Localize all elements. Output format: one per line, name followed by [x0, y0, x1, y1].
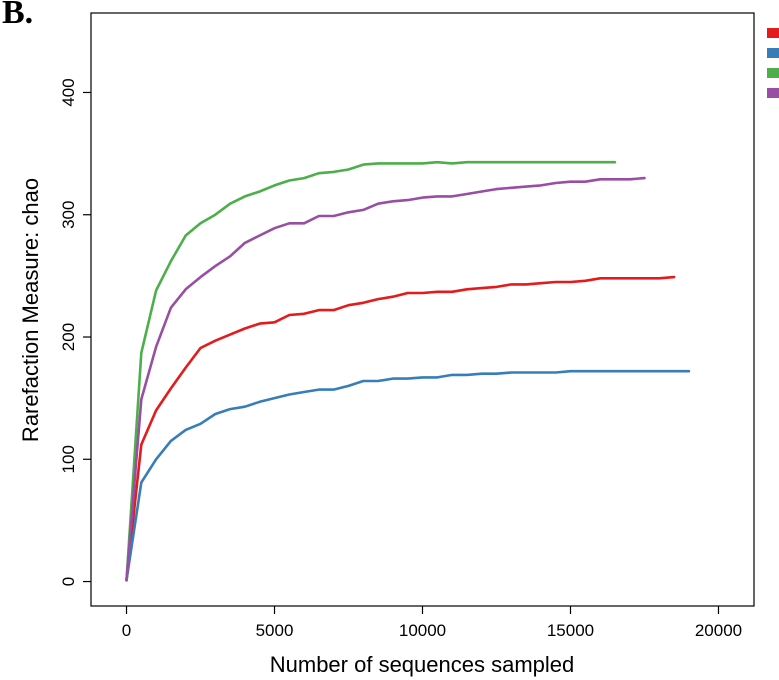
legend-swatch-4	[767, 88, 779, 98]
y-tick-label: 100	[59, 445, 78, 473]
panel-label: B.	[2, 0, 34, 31]
x-tick-label: 20000	[695, 621, 742, 640]
x-axis-title: Number of sequences sampled	[270, 652, 575, 677]
x-tick-label: 15000	[547, 621, 594, 640]
y-axis: 0 100 200 300 400	[59, 78, 91, 586]
plot-frame	[90, 12, 755, 607]
x-axis: 0 5000 10000 15000 20000	[122, 606, 742, 640]
x-tick-label: 5000	[256, 621, 294, 640]
series-line-1	[125, 275, 676, 582]
x-tick-label: 0	[122, 621, 131, 640]
y-tick-label: 200	[59, 323, 78, 351]
series-layer	[125, 160, 691, 582]
series-line-4	[125, 176, 646, 582]
series-line-2	[125, 369, 691, 582]
legend-swatch-2	[767, 48, 779, 58]
y-tick-label: 300	[59, 201, 78, 229]
legend-swatch-1	[767, 28, 779, 38]
y-tick-label: 0	[59, 577, 78, 586]
legend-swatch-3	[767, 68, 779, 78]
series-line-3	[125, 160, 617, 582]
y-axis-title: Rarefaction Measure: chao	[18, 178, 43, 442]
legend	[767, 28, 779, 98]
x-tick-label: 10000	[399, 621, 446, 640]
y-tick-label: 400	[59, 78, 78, 106]
